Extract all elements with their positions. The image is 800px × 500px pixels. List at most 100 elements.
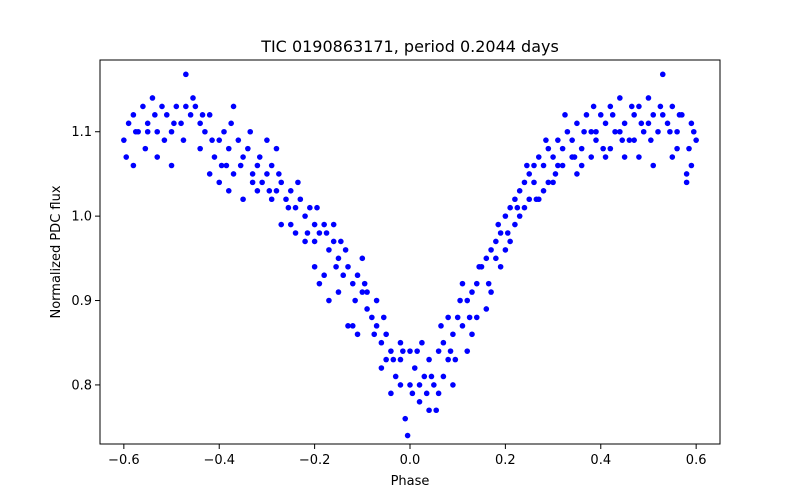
data-point — [562, 112, 568, 118]
y-axis-ticks: 0.8 0.9 1.0 1.1 — [71, 125, 100, 393]
data-point — [259, 179, 265, 186]
data-point — [521, 204, 528, 211]
data-point — [159, 103, 165, 110]
y-axis-label: Normalized PDC flux — [49, 185, 64, 318]
data-point — [163, 112, 170, 118]
data-point — [583, 112, 590, 118]
data-point — [569, 154, 575, 160]
data-point — [650, 162, 657, 169]
data-point — [268, 162, 275, 169]
data-point — [161, 137, 168, 143]
data-point — [247, 128, 254, 135]
data-point — [688, 162, 695, 169]
data-point — [130, 112, 137, 118]
data-point — [674, 128, 680, 135]
data-point — [526, 196, 533, 203]
data-point — [504, 230, 511, 236]
data-point — [295, 179, 301, 186]
data-point — [683, 179, 690, 186]
data-point — [197, 145, 203, 152]
data-point — [373, 323, 380, 329]
data-point — [578, 145, 585, 152]
data-point — [507, 238, 513, 245]
data-point — [223, 162, 230, 169]
data-point — [266, 188, 273, 194]
data-point — [187, 112, 194, 118]
data-point — [593, 137, 599, 143]
data-point — [617, 95, 623, 101]
data-point — [278, 221, 285, 228]
data-point — [206, 112, 213, 118]
x-tick-label: −0.6 — [108, 453, 140, 468]
data-point — [440, 373, 447, 380]
data-point — [354, 331, 361, 338]
data-point — [364, 306, 370, 312]
data-point — [354, 272, 361, 279]
data-point — [488, 247, 494, 253]
data-point — [459, 280, 466, 287]
data-point — [407, 382, 413, 388]
data-point — [297, 196, 304, 203]
data-point — [447, 348, 454, 354]
data-point — [540, 162, 547, 169]
data-point — [316, 230, 323, 236]
data-point — [178, 120, 184, 127]
data-point — [221, 128, 227, 135]
data-point — [383, 356, 389, 363]
data-point — [218, 162, 225, 169]
data-point — [574, 171, 580, 177]
data-point — [264, 171, 270, 177]
data-point — [285, 204, 292, 211]
x-axis-ticks: −0.6 −0.4 −0.2 0.0 0.2 0.4 0.6 — [108, 444, 706, 468]
data-point — [392, 373, 399, 380]
data-point — [168, 128, 175, 135]
data-point — [144, 120, 151, 127]
data-point — [578, 162, 585, 169]
data-point — [206, 171, 213, 177]
data-point — [304, 230, 311, 236]
data-point — [676, 112, 683, 118]
data-point — [121, 137, 127, 143]
data-point — [631, 137, 637, 143]
data-point — [199, 112, 206, 118]
data-point — [416, 382, 423, 388]
data-point — [333, 263, 339, 270]
data-point — [450, 331, 456, 338]
y-tick-label: 0.8 — [71, 378, 92, 393]
data-point — [617, 128, 623, 135]
data-point — [612, 128, 618, 135]
data-point — [488, 289, 494, 295]
data-point — [581, 128, 587, 135]
data-point — [311, 221, 318, 228]
data-point — [180, 137, 187, 143]
x-tick-label: −0.4 — [203, 453, 235, 468]
data-point — [264, 137, 270, 143]
data-point — [497, 230, 504, 236]
data-point — [552, 171, 559, 177]
data-point — [378, 365, 385, 371]
data-point — [371, 331, 378, 338]
data-point — [476, 263, 482, 270]
data-point — [674, 145, 680, 152]
data-point — [426, 407, 432, 414]
x-tick-label: 0.2 — [495, 453, 516, 468]
data-point — [450, 382, 456, 388]
y-tick-label: 0.9 — [71, 294, 92, 309]
data-point — [535, 196, 542, 203]
data-point — [473, 280, 480, 287]
data-point — [283, 196, 289, 203]
data-point — [183, 71, 189, 78]
data-point — [497, 263, 504, 270]
data-point — [130, 162, 137, 169]
data-point — [516, 213, 523, 219]
data-point — [230, 171, 237, 177]
data-point — [559, 162, 566, 169]
data-point — [323, 230, 330, 236]
data-point — [254, 162, 261, 169]
data-point — [507, 204, 513, 211]
data-point — [225, 145, 232, 152]
data-point — [469, 289, 475, 295]
data-point — [459, 323, 466, 329]
y-tick-label: 1.1 — [71, 125, 92, 140]
data-point — [144, 128, 151, 135]
